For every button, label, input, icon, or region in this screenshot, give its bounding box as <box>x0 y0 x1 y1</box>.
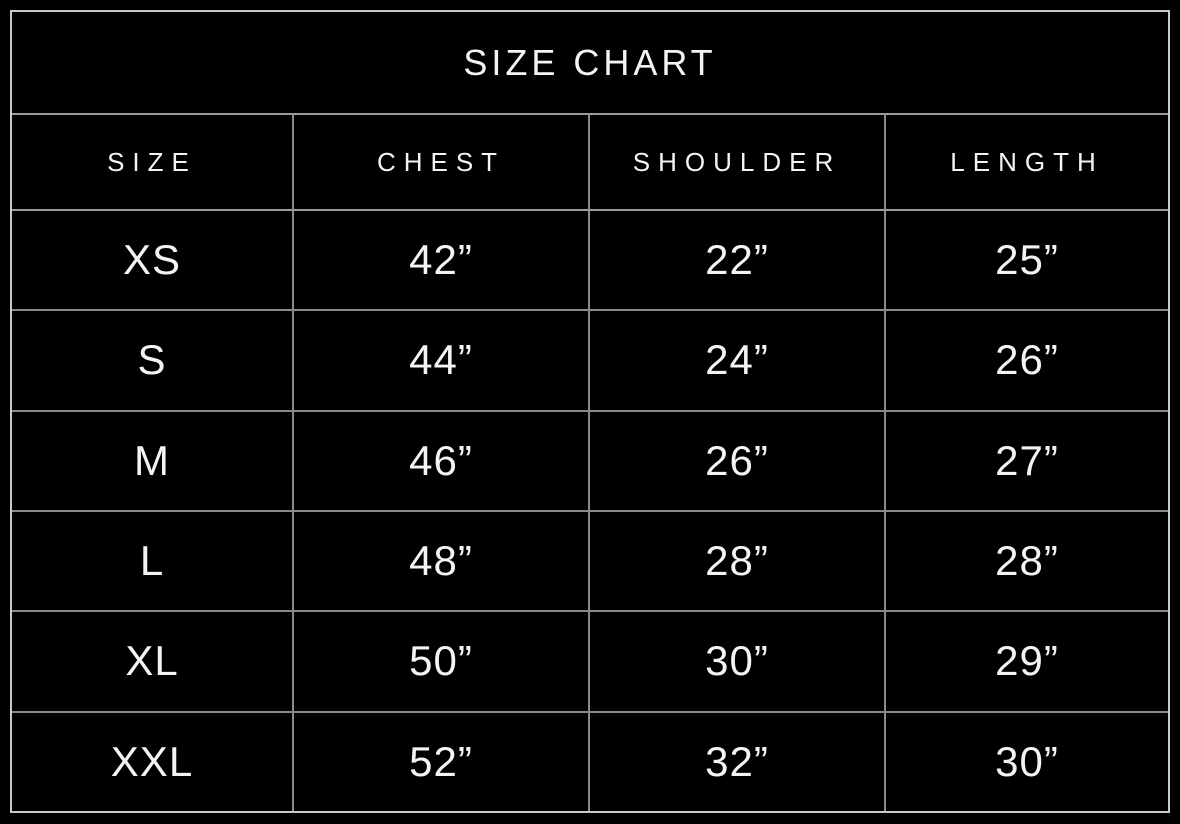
table-row-xs: XS 42” 22” 25” <box>12 211 1168 312</box>
chest-cell: 50” <box>294 612 590 711</box>
table-row-xl: XL 50” 30” 29” <box>12 612 1168 713</box>
size-cell: XL <box>12 612 294 711</box>
size-cell: M <box>12 411 294 510</box>
size-chart-table: SIZE CHART SIZE CHEST SHOULDER LENGTH XS… <box>10 10 1170 813</box>
shoulder-cell: 28” <box>590 511 886 611</box>
size-cell: XXL <box>12 712 294 811</box>
column-header-size: SIZE <box>12 115 294 209</box>
size-cell: L <box>12 511 294 611</box>
shoulder-cell: 32” <box>590 712 886 811</box>
table-row-s: S 44” 24” 26” <box>12 311 1168 412</box>
chest-cell: 42” <box>294 211 590 310</box>
size-cell: S <box>12 311 294 410</box>
chest-cell: 48” <box>294 511 590 611</box>
chest-cell: 44” <box>294 311 590 410</box>
length-cell: 26” <box>995 336 1059 384</box>
chest-cell: 46” <box>294 411 590 510</box>
column-header-chest: CHEST <box>294 115 590 209</box>
length-cell: 25” <box>995 236 1059 284</box>
table-row-xxl: XXL 52” 32” 30” <box>12 712 1168 811</box>
chest-cell: 52” <box>294 712 590 811</box>
table-header-row: SIZE CHEST SHOULDER LENGTH <box>12 115 1168 211</box>
table-title: SIZE CHART <box>463 41 717 83</box>
column-header-shoulder: SHOULDER <box>590 115 886 209</box>
length-cell: 30” <box>995 737 1059 785</box>
shoulder-cell: 22” <box>590 211 886 310</box>
shoulder-cell: 24” <box>590 311 886 410</box>
size-cell: XS <box>12 211 294 310</box>
table-title-row: SIZE CHART <box>12 12 1168 115</box>
column-header-length: LENGTH <box>950 146 1104 177</box>
table-row-l: L 48” 28” 28” <box>12 511 1168 613</box>
length-cell: 27” <box>995 436 1059 484</box>
length-cell: 28” <box>995 537 1059 585</box>
table-row-m: M 46” 26” 27” <box>12 411 1168 512</box>
shoulder-cell: 26” <box>590 411 886 510</box>
length-cell: 29” <box>995 637 1059 685</box>
shoulder-cell: 30” <box>590 612 886 711</box>
